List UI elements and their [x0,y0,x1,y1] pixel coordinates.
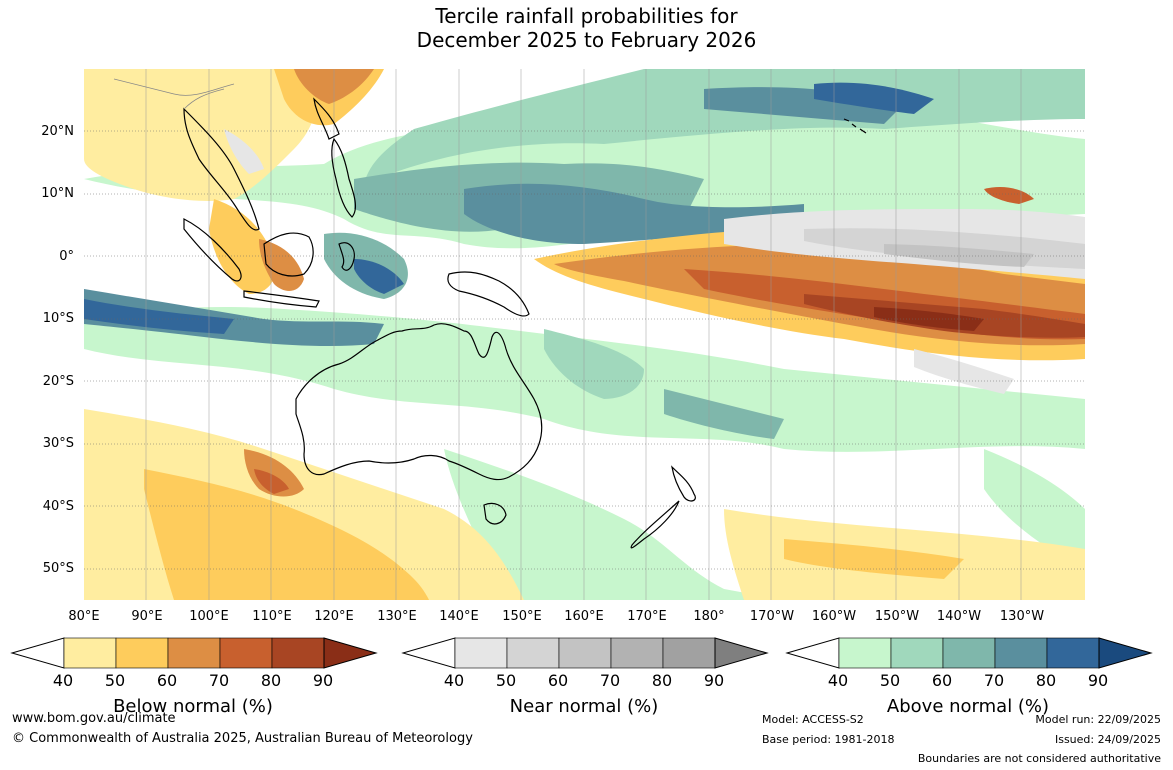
base-period-text: Base period: 1981-2018 [762,733,895,746]
map-canvas [84,69,1085,600]
below-tick-80: 80 [260,671,282,690]
below-colorbar-segment [63,637,117,669]
below-colorbar-low-arrow [10,637,65,669]
above-tick-70: 70 [983,671,1005,690]
hawaii-islands [843,118,867,134]
lon-label-130w: 130°W [999,609,1045,624]
above-tick-80: 80 [1035,671,1057,690]
graticule [84,130,1085,570]
lat-label-20n: 20°N [41,124,74,139]
lon-label-170e: 170°E [627,609,667,624]
lon-label-130e: 130°E [377,609,417,624]
near-tick-80: 80 [651,671,673,690]
website-link[interactable]: www.bom.gov.au/climate [12,711,176,726]
new-zealand-outline [630,465,696,549]
lat-label-50s: 50°S [42,561,74,576]
near-colorbar-segment [558,637,612,669]
near-normal-shading [224,129,1085,394]
australia-outline [295,323,543,481]
above-normal-title: Above normal (%) [886,696,1050,717]
lon-label-150w: 150°W [874,609,920,624]
borneo-outline [263,232,314,277]
near-colorbar-low-arrow [401,637,456,669]
above-colorbar-high-arrow [1098,637,1153,669]
below-tick-40: 40 [52,671,74,690]
sulawesi-outline [338,242,355,271]
lon-label-140e: 140°E [439,609,479,624]
above-colorbar-segment [994,637,1048,669]
disclaimer-text: Boundaries are not considered authoritat… [917,752,1161,765]
lat-label-40s: 40°S [42,499,74,514]
near-tick-70: 70 [599,671,621,690]
below-colorbar-high-arrow [323,637,378,669]
copyright-text: © Commonwealth of Australia 2025, Austra… [12,731,473,746]
country-borders [113,78,235,110]
lon-label-150e: 150°E [502,609,542,624]
near-colorbar-segment [506,637,560,669]
meridians [145,69,1022,600]
colorbar-above-normal [785,637,1153,669]
near-colorbar-segment [454,637,508,669]
lon-label-180: 180° [693,609,725,624]
colorbar-below-normal [10,637,378,669]
sumatra-outline [183,218,242,282]
lon-label-80e: 80°E [68,609,100,624]
above-tick-60: 60 [931,671,953,690]
asia-coast [313,97,340,140]
lon-label-170w: 170°W [749,609,795,624]
near-normal-title: Near normal (%) [509,696,659,717]
near-tick-50: 50 [495,671,517,690]
model-text: Model: ACCESS-S2 [762,713,864,726]
below-tick-60: 60 [156,671,178,690]
probability-map [84,69,1085,600]
colorbar-near-normal [401,637,769,669]
lon-label-120e: 120°E [314,609,354,624]
near-tick-60: 60 [547,671,569,690]
title-line-2: December 2025 to February 2026 [416,28,757,52]
above-colorbar-segment [942,637,996,669]
above-colorbar-segment [890,637,944,669]
lat-label-30s: 30°S [42,436,74,451]
lon-label-160e: 160°E [564,609,604,624]
colorbars [10,637,1153,669]
above-colorbar-low-arrow [785,637,840,669]
above-tick-50: 50 [879,671,901,690]
above-colorbar-segment [1046,637,1100,669]
lat-label-equator: 0° [59,249,74,264]
near-tick-90: 90 [703,671,725,690]
below-normal-title: Below normal (%) [113,696,273,717]
lon-label-90e: 90°E [131,609,163,624]
coastlines [183,97,867,549]
new-guinea-outline [447,271,530,317]
lat-label-20s: 20°S [42,374,74,389]
lat-label-10s: 10°S [42,311,74,326]
above-tick-90: 90 [1087,671,1109,690]
lat-label-10n: 10°N [41,186,74,201]
near-colorbar-segment [662,637,716,669]
below-tick-90: 90 [312,671,334,690]
lon-label-110e: 110°E [252,609,292,624]
map-title: Tercile rainfall probabilities for Decem… [0,4,1173,52]
tasmania-outline [483,502,507,525]
below-colorbar-segment [167,637,221,669]
lon-label-160w: 160°W [811,609,857,624]
lon-label-100e: 100°E [189,609,229,624]
below-colorbar-segment [271,637,325,669]
issued-text: Issued: 24/09/2025 [1054,733,1161,746]
lon-label-140w: 140°W [936,609,982,624]
near-colorbar-high-arrow [714,637,769,669]
java-outline [243,290,320,308]
near-colorbar-segment [610,637,664,669]
near-tick-40: 40 [443,671,465,690]
below-tick-70: 70 [208,671,230,690]
philippines-outline [331,137,357,218]
indochina-outline [183,107,260,231]
below-tick-50: 50 [104,671,126,690]
model-run-text: Model run: 22/09/2025 [1035,713,1161,726]
below-colorbar-segment [115,637,169,669]
below-colorbar-segment [219,637,273,669]
title-line-1: Tercile rainfall probabilities for [435,4,738,28]
above-colorbar-segment [838,637,892,669]
above-tick-40: 40 [827,671,849,690]
